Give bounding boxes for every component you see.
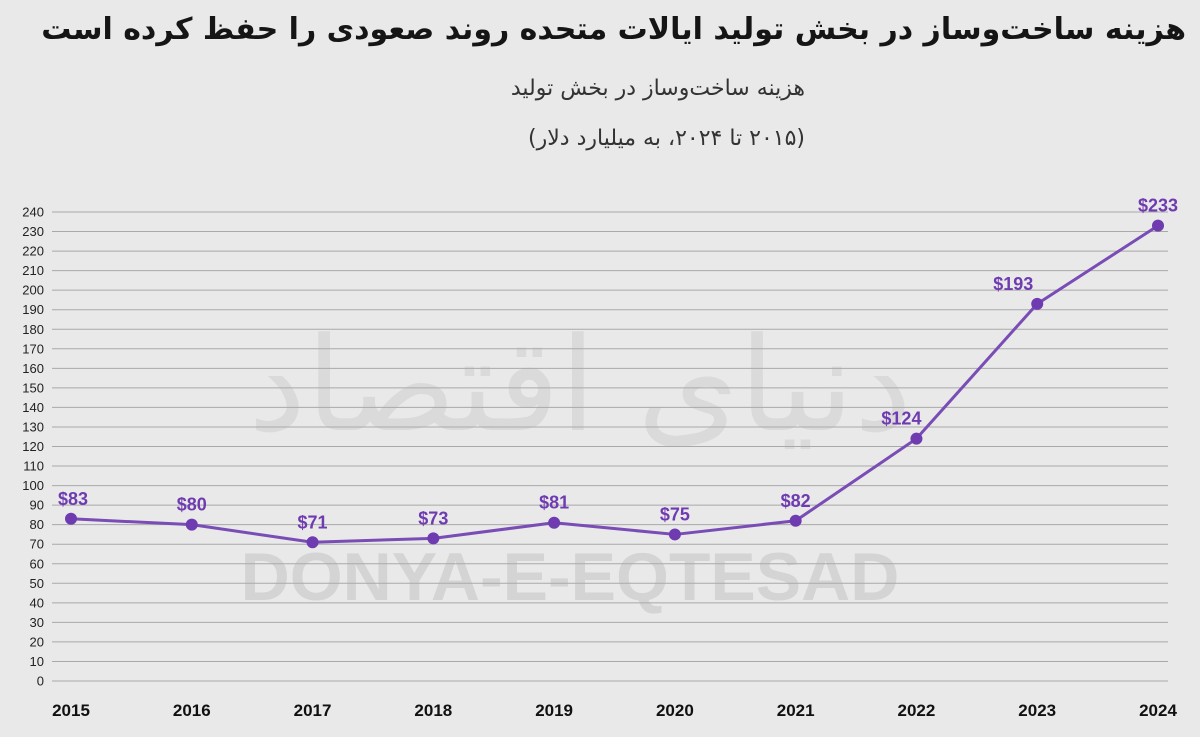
data-point — [185, 518, 198, 531]
x-tick-label: 2021 — [777, 701, 815, 720]
y-axis-ticks: 0 10 20 30 40 50 60 70 80 90 100 110 120 130 140 150 160… — [22, 205, 44, 689]
data-label: $124 — [881, 409, 921, 429]
data-point — [1152, 219, 1164, 232]
y-tick-label: 100 — [22, 478, 44, 493]
chart-subtitle: هزینه ساخت‌وساز در بخش تولید — [510, 76, 805, 101]
data-point — [910, 432, 923, 445]
y-tick-label: 240 — [22, 205, 44, 220]
y-tick-label: 80 — [30, 517, 44, 532]
y-tick-label: 20 — [30, 634, 44, 649]
x-tick-label: 2017 — [294, 701, 332, 720]
data-point — [548, 516, 561, 529]
y-tick-label: 180 — [22, 322, 44, 337]
watermark-persian: دنیای اقتصاد — [248, 309, 912, 461]
y-tick-label: 220 — [22, 244, 44, 259]
data-label: $71 — [298, 512, 328, 532]
y-tick-label: 190 — [22, 302, 44, 317]
x-tick-label: 2022 — [898, 701, 936, 720]
y-tick-label: 140 — [22, 400, 44, 415]
chart-subtitle-range-unit: (۲۰۱۵ تا ۲۰۲۴، به میلیارد دلار) — [528, 126, 805, 151]
y-tick-label: 150 — [22, 380, 44, 395]
y-tick-label: 40 — [30, 595, 44, 610]
y-tick-label: 130 — [22, 419, 44, 434]
x-tick-label: 2024 — [1139, 701, 1177, 720]
data-label: $75 — [660, 504, 690, 524]
data-label: $82 — [781, 491, 811, 511]
y-tick-label: 0 — [37, 674, 44, 689]
x-tick-label: 2020 — [656, 701, 694, 720]
y-tick-label: 60 — [30, 556, 44, 571]
data-label: $193 — [993, 274, 1033, 294]
y-tick-label: 30 — [30, 615, 44, 630]
x-tick-label: 2015 — [52, 701, 90, 720]
y-tick-label: 230 — [22, 224, 44, 239]
y-tick-label: 110 — [23, 459, 44, 474]
x-axis-ticks: 2015 2016 2017 2018 2019 2020 2021 2022 2023 2024 — [52, 701, 1177, 720]
data-point — [65, 512, 77, 525]
watermark-latin: DONYA-E-EQTESAD — [241, 539, 900, 615]
data-label: $83 — [58, 489, 88, 509]
data-labels: $83 $80 $71 $73 $81 $75 $82 $124 $193 $233 — [58, 196, 1178, 533]
y-tick-label: 70 — [30, 537, 44, 552]
chart-headline: هزینه ساخت‌وساز در بخش تولید ایالات متحد… — [41, 12, 1186, 47]
y-tick-label: 90 — [30, 498, 44, 513]
y-tick-label: 50 — [30, 576, 44, 591]
data-point — [789, 514, 802, 527]
data-label: $73 — [418, 508, 448, 528]
x-tick-label: 2016 — [173, 701, 211, 720]
y-tick-label: 170 — [22, 341, 44, 356]
data-point — [668, 528, 681, 541]
y-tick-label: 120 — [22, 439, 44, 454]
series-line — [70, 224, 1159, 544]
data-point — [306, 536, 319, 549]
y-tick-label: 210 — [22, 263, 44, 278]
data-point — [1031, 297, 1044, 310]
y-tick-label: 160 — [22, 361, 44, 376]
data-label: $81 — [539, 493, 569, 513]
x-tick-label: 2023 — [1018, 701, 1056, 720]
gridlines — [52, 211, 1168, 682]
data-label: $233 — [1138, 196, 1178, 216]
data-point — [427, 532, 440, 545]
x-tick-label: 2018 — [414, 701, 452, 720]
watermark: دنیای اقتصاد DONYA-E-EQTESAD — [241, 309, 912, 615]
x-tick-label: 2019 — [535, 701, 573, 720]
series-construction-spending — [65, 219, 1164, 549]
y-tick-label: 10 — [30, 654, 44, 669]
y-tick-label: 200 — [22, 283, 44, 298]
data-label: $80 — [177, 495, 207, 515]
